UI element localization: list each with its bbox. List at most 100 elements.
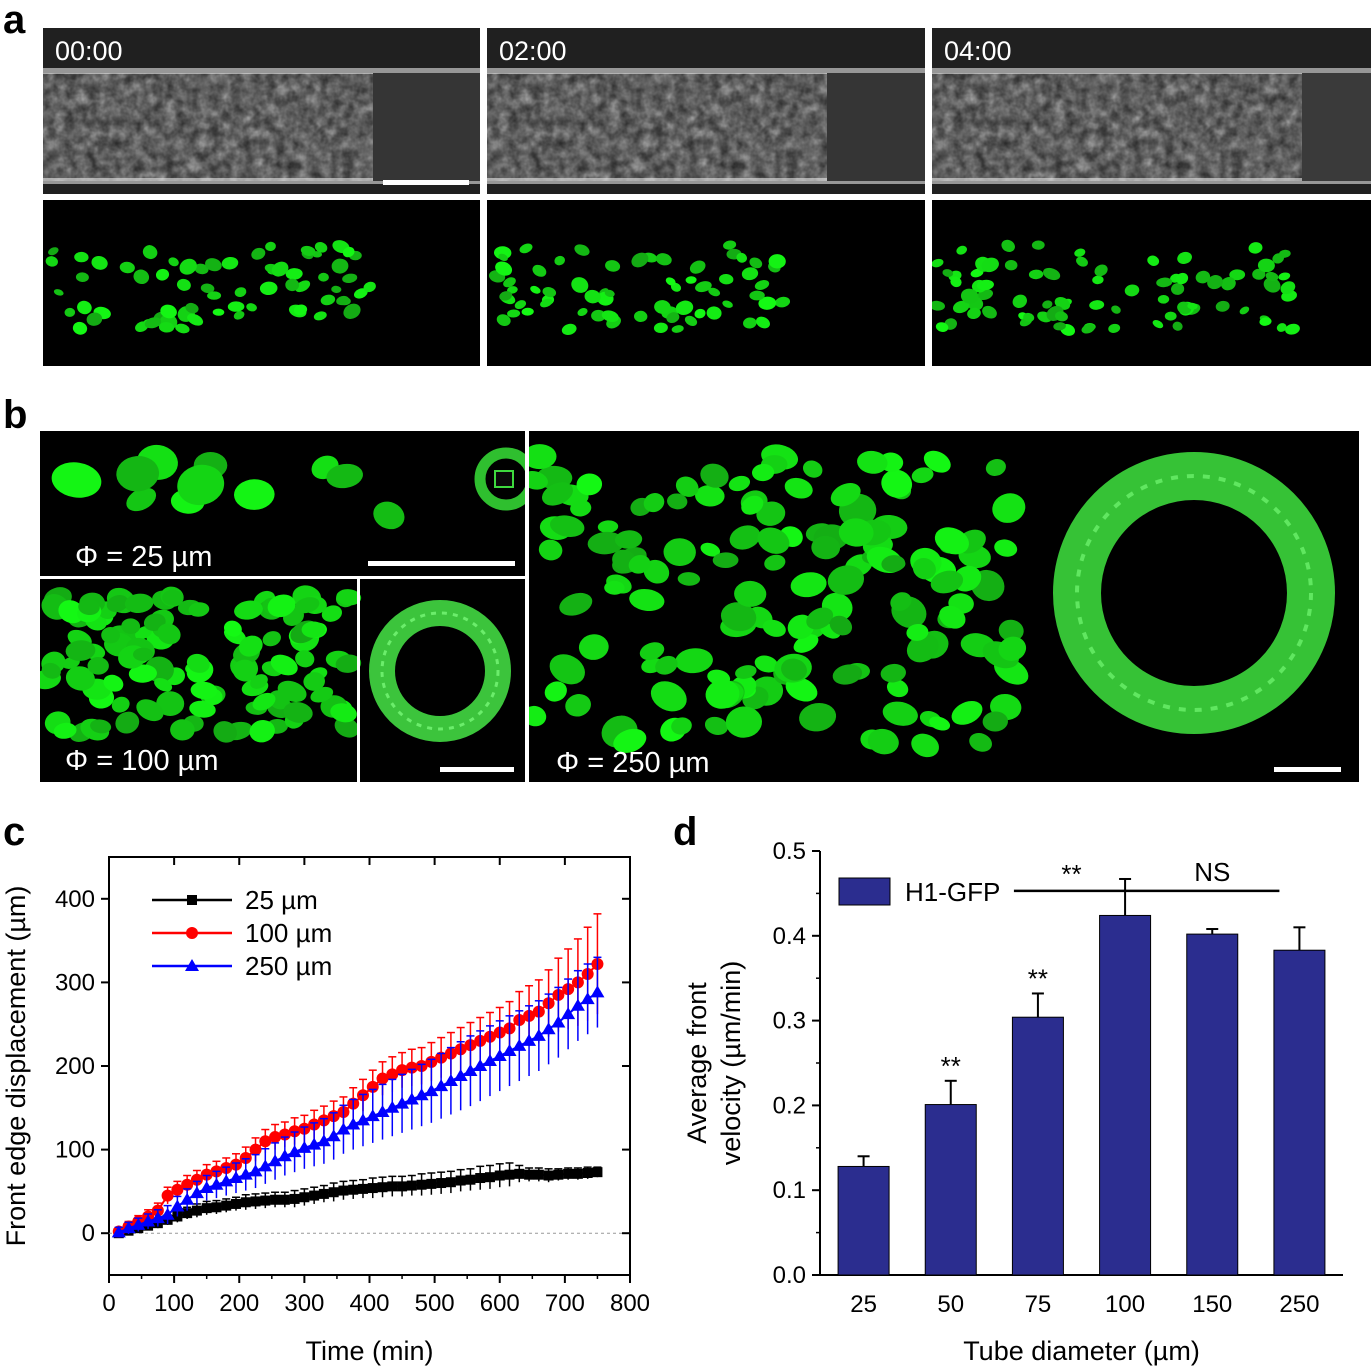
nucleus <box>65 666 95 691</box>
nucleus <box>578 634 609 660</box>
data-point <box>209 1177 224 1190</box>
data-point <box>287 1145 302 1158</box>
nucleus <box>741 267 759 281</box>
x-tick-label: 250 <box>1279 1291 1319 1318</box>
data-point <box>338 1185 349 1196</box>
nucleus <box>704 716 728 735</box>
legend-label: 100 µm <box>245 918 332 948</box>
nucleus <box>695 281 712 293</box>
data-point <box>221 1200 232 1211</box>
data-point <box>297 1140 312 1153</box>
nucleus <box>1272 253 1284 264</box>
nucleus <box>684 315 698 327</box>
y-tick-label: 0.0 <box>773 1262 806 1289</box>
nucleus <box>882 701 918 726</box>
scale-bar <box>368 561 515 566</box>
nucleus <box>48 247 59 256</box>
x-tick-label: 700 <box>545 1290 585 1317</box>
y-tick-label: 0.5 <box>773 838 806 865</box>
nucleus <box>781 658 807 681</box>
nucleus <box>331 285 342 294</box>
data-point <box>582 1168 593 1179</box>
nucleus <box>1265 271 1279 282</box>
data-point <box>248 1164 263 1177</box>
data-point <box>250 1196 261 1207</box>
legend-swatch <box>838 877 891 906</box>
data-point <box>228 1171 243 1184</box>
x-tick-label: 200 <box>219 1290 259 1317</box>
timestamp-label: 00:00 <box>55 36 123 66</box>
nucleus <box>1215 300 1230 312</box>
data-point <box>357 1183 368 1194</box>
y-tick-label: 0.4 <box>773 923 806 950</box>
fluorescent-nuclei <box>45 240 376 335</box>
nucleus <box>604 289 615 298</box>
nucleus <box>671 717 692 735</box>
fluorescent-nuclei <box>932 239 1300 336</box>
nucleus <box>911 733 939 758</box>
data-point <box>395 1096 410 1109</box>
data-point <box>445 1177 456 1188</box>
nucleus <box>189 700 216 718</box>
nucleus <box>514 300 527 310</box>
nucleus <box>930 570 964 594</box>
data-point <box>121 1221 136 1234</box>
x-tick-label: 0 <box>102 1290 115 1317</box>
nucleus <box>294 597 320 614</box>
nucleus <box>101 626 120 644</box>
nucleus <box>144 317 162 329</box>
data-point <box>170 1199 185 1212</box>
nucleus <box>156 691 185 717</box>
nucleus <box>992 493 1026 523</box>
nucleus <box>285 278 300 292</box>
nucleus <box>313 311 327 321</box>
nucleus <box>342 246 355 258</box>
nucleus <box>293 304 308 316</box>
nucleus <box>1094 264 1108 277</box>
nucleus <box>1053 322 1066 331</box>
nucleus <box>932 300 945 311</box>
fluorescent-nuclei <box>529 444 1029 758</box>
data-point <box>396 1064 409 1077</box>
series-triangle <box>111 956 605 1238</box>
nucleus <box>221 256 239 270</box>
nucleus <box>725 706 762 738</box>
nucleus <box>700 542 721 557</box>
nucleus <box>271 261 289 277</box>
nucleus <box>584 289 601 304</box>
data-point <box>230 1198 241 1209</box>
data-point <box>484 1172 495 1183</box>
data-point <box>307 1137 322 1150</box>
nucleus <box>768 254 786 269</box>
nucleus <box>723 240 737 250</box>
divider <box>40 577 525 579</box>
nucleus <box>591 309 606 322</box>
nucleus <box>295 650 315 668</box>
nucleus <box>86 312 103 326</box>
nucleus <box>654 300 671 314</box>
x-tick-label: 100 <box>1105 1291 1145 1318</box>
nucleus <box>1177 251 1192 264</box>
data-point <box>561 1007 576 1020</box>
data-point <box>543 1170 554 1181</box>
nucleus <box>270 654 298 676</box>
nucleus <box>373 501 405 530</box>
nucleus <box>1195 270 1211 284</box>
data-point <box>365 1109 380 1122</box>
nucleus <box>106 594 129 613</box>
nucleus <box>601 310 619 323</box>
data-point <box>531 1028 546 1041</box>
data-point <box>473 1059 488 1071</box>
nucleus <box>187 313 204 326</box>
nucleus <box>521 307 534 316</box>
nucleus <box>142 245 158 260</box>
nucleus <box>300 245 316 256</box>
nucleus <box>233 310 245 320</box>
nucleus <box>1239 306 1250 315</box>
y-tick-label: 0.2 <box>773 1092 806 1119</box>
nucleus <box>639 642 665 661</box>
data-point <box>397 1181 408 1192</box>
data-point <box>180 1192 195 1205</box>
nucleus <box>754 280 770 290</box>
data-point <box>190 1173 203 1186</box>
